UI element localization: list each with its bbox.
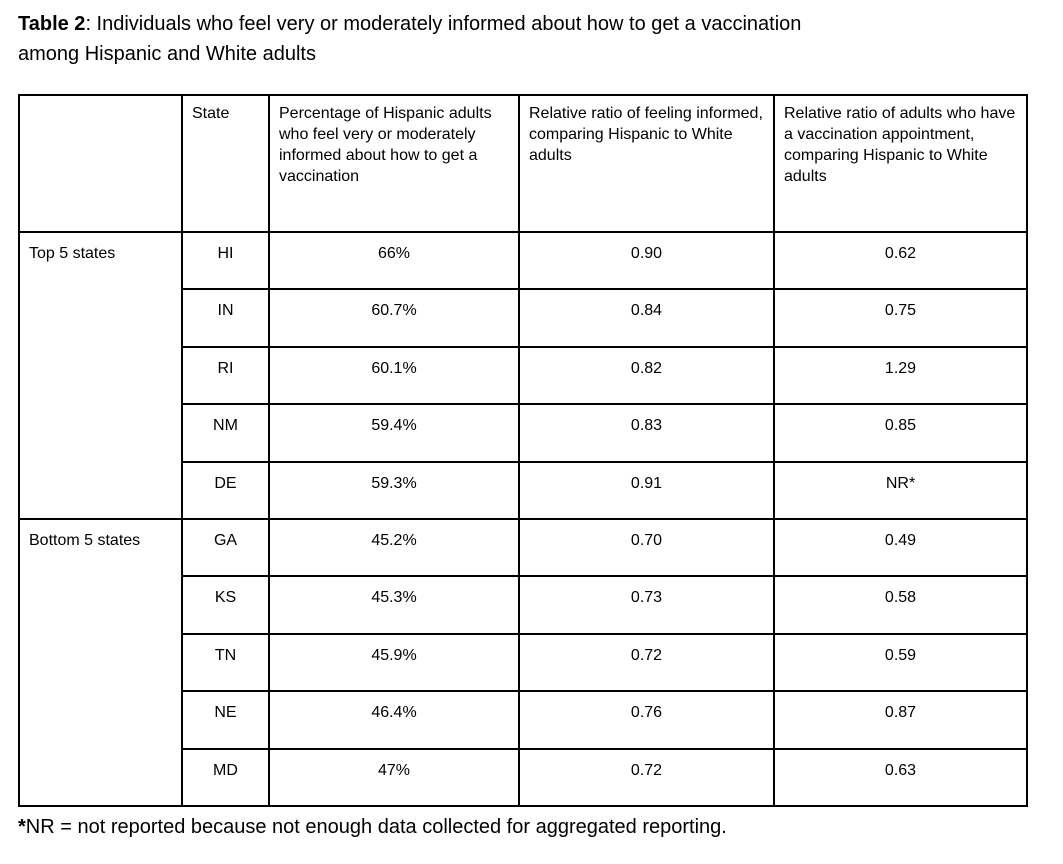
state-cell: NE: [181, 690, 270, 750]
ratio-informed-cell: 0.73: [518, 575, 775, 635]
ratio-appointment-cell: 0.63: [773, 747, 1028, 807]
table-row: IN 60.7% 0.84 0.75: [19, 288, 1028, 348]
state-cell: RI: [181, 345, 270, 406]
ratio-appointment-cell: 0.87: [773, 690, 1028, 750]
ratio-informed-cell: 0.70: [518, 517, 775, 578]
percentage-cell: 66%: [268, 230, 520, 291]
table-row: TN 45.9% 0.72 0.59: [19, 632, 1028, 693]
ratio-appointment-cell: 0.75: [773, 288, 1028, 348]
ratio-appointment-cell: 0.58: [773, 575, 1028, 635]
state-cell: NM: [181, 403, 270, 463]
table-row: KS 45.3% 0.73 0.58: [19, 575, 1028, 635]
percentage-cell: 60.7%: [268, 288, 520, 348]
percentage-cell: 45.9%: [268, 632, 520, 693]
percentage-cell: 45.3%: [268, 575, 520, 635]
ratio-appointment-cell: 0.59: [773, 632, 1028, 693]
vaccination-info-table: State Percentage of Hispanic adults who …: [18, 94, 1028, 807]
ratio-appointment-cell: 1.29: [773, 345, 1028, 406]
col-header-ratio-appointment: Relative ratio of adults who have a vacc…: [773, 94, 1028, 233]
percentage-cell: 45.2%: [268, 517, 520, 578]
table-title-text: : Individuals who feel very or moderatel…: [18, 13, 802, 65]
table-title-label: Table 2: [18, 13, 86, 35]
table-row: RI 60.1% 0.82 1.29: [19, 345, 1028, 406]
percentage-cell: 60.1%: [268, 345, 520, 406]
state-cell: GA: [181, 517, 270, 578]
ratio-informed-cell: 0.76: [518, 690, 775, 750]
table-row: DE 59.3% 0.91 NR*: [19, 460, 1028, 520]
state-cell: KS: [181, 575, 270, 635]
group-cell-bottom-5-states: Bottom 5 states: [18, 517, 183, 807]
col-header-state: State: [181, 94, 270, 233]
ratio-appointment-cell: 0.85: [773, 403, 1028, 463]
ratio-informed-cell: 0.84: [518, 288, 775, 348]
ratio-informed-cell: 0.90: [518, 230, 775, 291]
percentage-cell: 59.3%: [268, 460, 520, 520]
col-header-group: [18, 94, 183, 233]
state-cell: HI: [181, 230, 270, 291]
state-cell: MD: [181, 747, 270, 807]
state-cell: DE: [181, 460, 270, 520]
table-row: NM 59.4% 0.83 0.85: [19, 403, 1028, 463]
col-header-percentage-informed: Percentage of Hispanic adults who feel v…: [268, 94, 520, 233]
ratio-appointment-cell: 0.62: [773, 230, 1028, 291]
table-title: Table 2: Individuals who feel very or mo…: [18, 9, 833, 69]
state-cell: TN: [181, 632, 270, 693]
ratio-informed-cell: 0.82: [518, 345, 775, 406]
ratio-informed-cell: 0.72: [518, 632, 775, 693]
table-row: NE 46.4% 0.76 0.87: [19, 690, 1028, 750]
document-page: Table 2: Individuals who feel very or mo…: [18, 9, 1063, 840]
footnote-marker: *: [18, 815, 26, 838]
table-row: Top 5 states HI 66% 0.90 0.62: [18, 230, 1028, 520]
group-cell-top-5-states: Top 5 states: [18, 231, 183, 520]
ratio-informed-cell: 0.72: [518, 747, 775, 807]
state-cell: IN: [181, 288, 270, 348]
ratio-appointment-cell: 0.49: [773, 517, 1028, 578]
header-row: State Percentage of Hispanic adults who …: [18, 94, 1028, 233]
percentage-cell: 59.4%: [268, 403, 520, 463]
percentage-cell: 47%: [268, 747, 520, 807]
table-row: Bottom 5 states GA 45.2% 0.70 0.49: [18, 517, 1028, 807]
ratio-appointment-cell: NR*: [773, 460, 1028, 520]
footnote: *NR = not reported because not enough da…: [18, 814, 1063, 840]
table-row: MD 47% 0.72 0.63: [19, 747, 1028, 807]
footnote-text: NR = not reported because not enough dat…: [25, 815, 727, 838]
percentage-cell: 46.4%: [268, 690, 520, 750]
col-header-ratio-informed: Relative ratio of feeling informed, comp…: [518, 94, 775, 233]
ratio-informed-cell: 0.91: [518, 460, 775, 520]
ratio-informed-cell: 0.83: [518, 403, 775, 463]
